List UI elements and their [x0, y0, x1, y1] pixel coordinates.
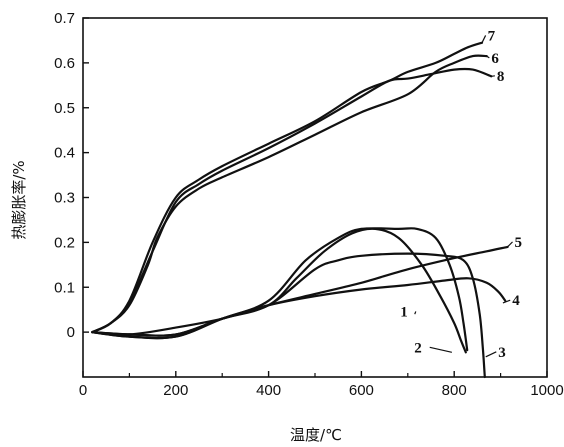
- y-tick-label: 0.5: [54, 100, 75, 117]
- curve-leader-4: [502, 299, 511, 304]
- curve-label-7: 7: [488, 28, 496, 44]
- curve-label-5: 5: [515, 235, 523, 251]
- y-tick-label: 0.7: [54, 10, 75, 27]
- y-tick-label: 0.1: [54, 279, 75, 296]
- x-tick-label: 800: [442, 382, 467, 399]
- curve-label-3: 3: [498, 345, 506, 361]
- curve-label-1: 1: [400, 304, 408, 320]
- curve-leader-8: [491, 75, 495, 77]
- series-line-8: [91, 67, 493, 334]
- curve-leader-2: [429, 346, 453, 353]
- curve-leader-5: [507, 241, 513, 248]
- curve-leader-3: [485, 351, 497, 358]
- series-line-4: [91, 277, 507, 337]
- curve-label-8: 8: [497, 69, 505, 85]
- y-tick-label: 0.3: [54, 190, 75, 207]
- series-line-7: [91, 41, 484, 334]
- y-tick-label: 0.2: [54, 234, 75, 251]
- x-tick-label: 400: [256, 382, 281, 399]
- y-axis-label: 热膨胀率/%: [10, 160, 28, 239]
- curve-leader-1: [414, 311, 417, 315]
- curve-labels: 1 2 3 4 5 6 7 8: [400, 28, 522, 360]
- curves: [91, 41, 509, 379]
- series-line-6: [91, 54, 488, 334]
- curve-label-2: 2: [414, 340, 422, 356]
- curve-leader-7: [481, 35, 487, 43]
- y-tick-label: 0.4: [54, 145, 75, 162]
- x-tick-label: 1000: [530, 382, 563, 399]
- x-tick-label: 0: [79, 382, 87, 399]
- x-tick-label: 200: [163, 382, 188, 399]
- ticks: 0 200 400 600 800 1000 0 0.1 0.2 0.3 0.4 0.5 0.6 0.7: [54, 10, 564, 399]
- series-line-5: [91, 245, 509, 336]
- x-tick-label: 600: [349, 382, 374, 399]
- curve-leader-6: [486, 55, 490, 59]
- x-axis-label: 温度/℃: [290, 426, 342, 444]
- y-tick-label: 0.6: [54, 55, 75, 72]
- series-line-2: [91, 227, 469, 352]
- y-tick-label: 0: [67, 324, 75, 341]
- curve-label-4: 4: [512, 293, 520, 309]
- curve-label-6: 6: [491, 51, 499, 67]
